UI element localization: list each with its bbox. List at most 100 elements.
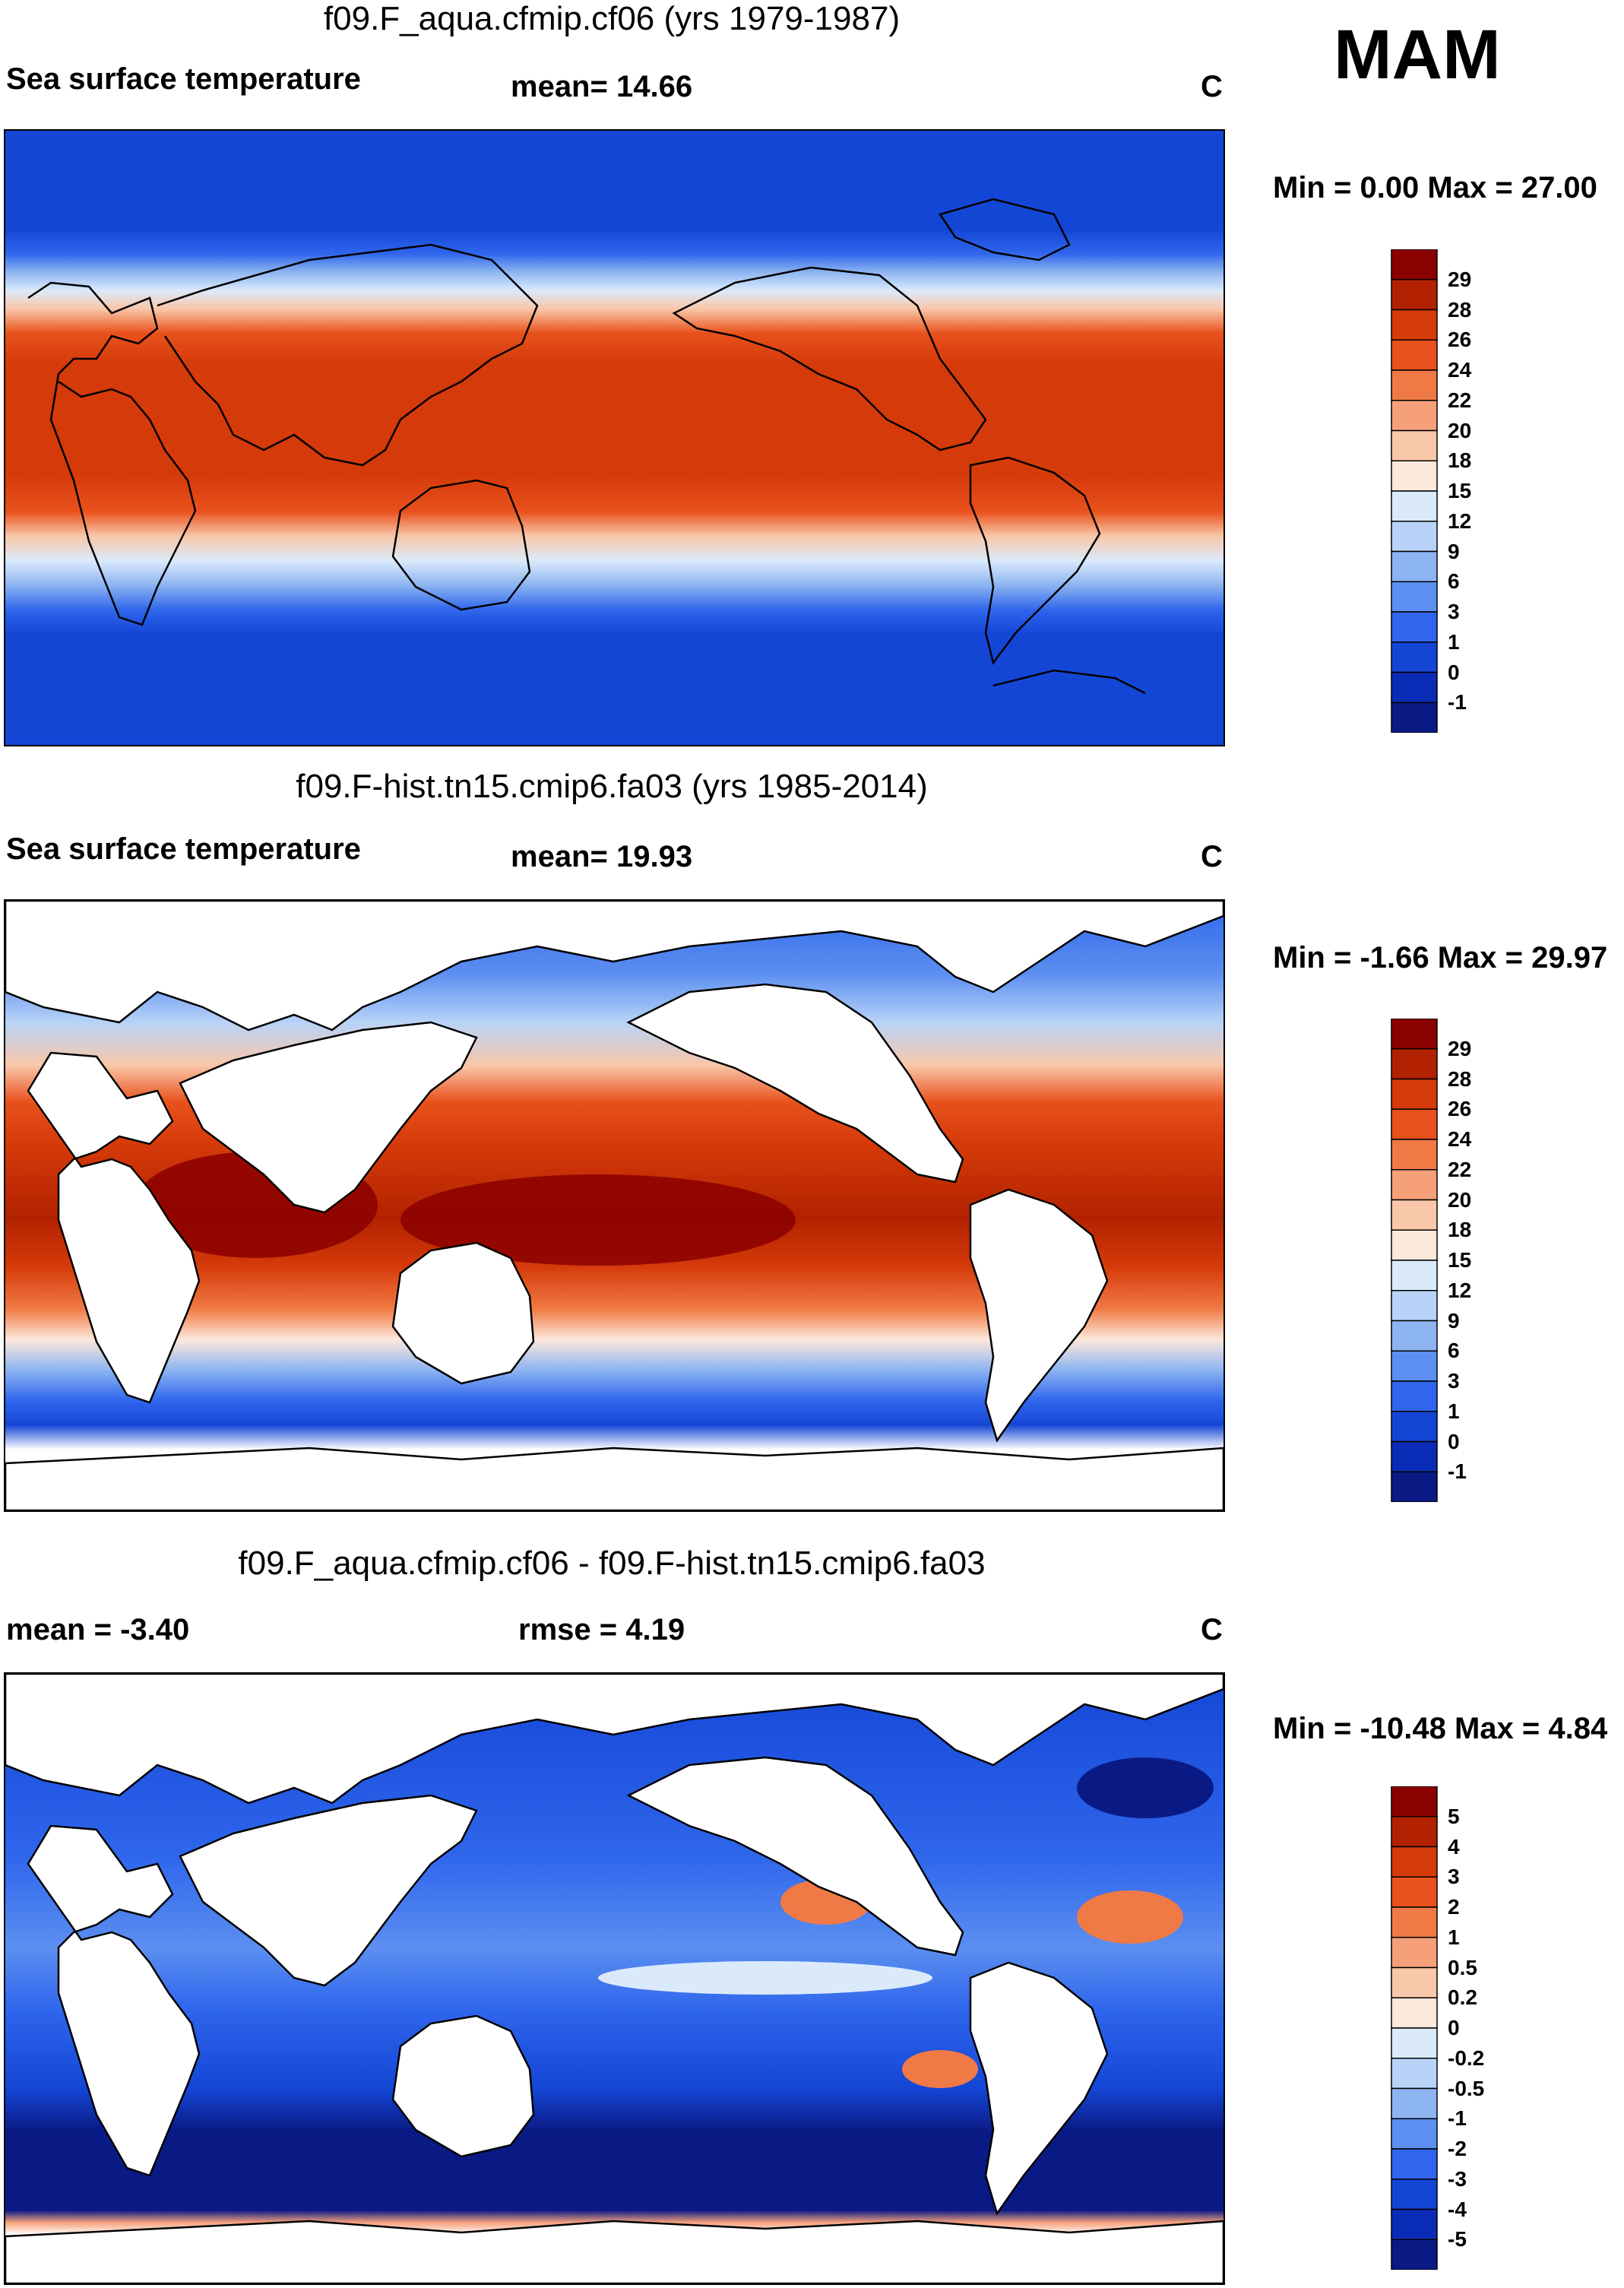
colorbar-swatch bbox=[1391, 1139, 1438, 1171]
colorbar-swatch bbox=[1391, 2208, 1438, 2240]
colorbar-swatch bbox=[1391, 1906, 1438, 1938]
colorbar-tick-label: 1 bbox=[1448, 629, 1460, 654]
colorbar-swatch bbox=[1391, 1048, 1438, 1080]
colorbar-tick-label: -2 bbox=[1448, 2137, 1467, 2160]
land-masses bbox=[5, 901, 1224, 1510]
colorbar-swatch bbox=[1391, 1350, 1438, 1382]
colorbar-tick-label: 26 bbox=[1448, 1097, 1472, 1121]
panel-1-map bbox=[4, 129, 1225, 746]
colorbar-swatch bbox=[1391, 2058, 1438, 2090]
colorbar-swatch bbox=[1391, 1997, 1438, 2029]
colorbar-tick-label: 20 bbox=[1448, 418, 1472, 442]
panel-1-minmax: Min = 0.00 Max = 27.00 bbox=[1273, 171, 1597, 204]
colorbar-swatch bbox=[1391, 2239, 1438, 2271]
colorbar-swatch bbox=[1391, 2179, 1438, 2210]
colorbar-tick-label: 12 bbox=[1448, 509, 1472, 533]
colorbar-tick-label: 12 bbox=[1448, 1278, 1472, 1302]
panel-3-rmse: rmse = 4.19 bbox=[518, 1613, 685, 1646]
colorbar-swatch bbox=[1391, 521, 1438, 553]
colorbar-swatch bbox=[1391, 490, 1438, 522]
colorbar-tick-label: 0 bbox=[1448, 2016, 1460, 2039]
colorbar-swatch bbox=[1391, 702, 1438, 734]
colorbar-tick-label: 15 bbox=[1448, 479, 1472, 502]
colorbar-swatch bbox=[1391, 339, 1438, 371]
colorbar-swatch bbox=[1391, 429, 1438, 461]
sst-historical-map bbox=[5, 901, 1224, 1510]
colorbar-tick-label: 0.5 bbox=[1448, 1955, 1477, 1979]
colorbar-tick-label: 18 bbox=[1448, 448, 1472, 473]
colorbar-swatch bbox=[1391, 1320, 1438, 1352]
colorbar-tick-label: 28 bbox=[1448, 297, 1472, 322]
panel-2-variable: Sea surface temperature bbox=[6, 832, 361, 866]
colorbar-tick-label: 22 bbox=[1448, 388, 1472, 412]
colorbar-tick-label: 3 bbox=[1448, 1865, 1460, 1889]
colorbar-tick-label: 9 bbox=[1448, 1308, 1460, 1333]
colorbar-tick-label: 24 bbox=[1448, 1127, 1472, 1151]
colorbar-swatch bbox=[1391, 1018, 1438, 1050]
colorbar-swatch bbox=[1391, 1078, 1438, 1110]
colorbar-tick-label: 29 bbox=[1448, 267, 1472, 291]
panel-2-units: C bbox=[1201, 840, 1223, 873]
colorbar-tick-label: 0 bbox=[1448, 1429, 1460, 1453]
panel-3-map bbox=[4, 1672, 1225, 2285]
colorbar-swatch bbox=[1391, 460, 1438, 492]
colorbar-tick-label: 6 bbox=[1448, 1339, 1460, 1363]
panel-3-minmax: Min = -10.48 Max = 4.84 bbox=[1273, 1712, 1608, 1745]
colorbar-tick-label: -1 bbox=[1448, 690, 1467, 715]
colorbar-swatch bbox=[1391, 1229, 1438, 1261]
colorbar-swatch bbox=[1391, 1876, 1438, 1908]
panel-1-units: C bbox=[1201, 70, 1223, 103]
colorbar-swatch bbox=[1391, 369, 1438, 401]
colorbar-tick-label: -0.5 bbox=[1448, 2076, 1485, 2100]
colorbar-tick-label: 4 bbox=[1448, 1834, 1460, 1859]
colorbar-tick-label: 28 bbox=[1448, 1066, 1472, 1091]
colorbar-swatch bbox=[1391, 611, 1438, 643]
colorbar-tick-label: 5 bbox=[1448, 1804, 1460, 1828]
colorbar-tick-label: 0.2 bbox=[1448, 1985, 1477, 2010]
colorbar-swatch bbox=[1391, 1966, 1438, 1998]
panel-3-units: C bbox=[1201, 1613, 1223, 1646]
colorbar-swatch bbox=[1391, 1169, 1438, 1201]
sst-difference-map bbox=[5, 1674, 1224, 2283]
colorbar-tick-label: -0.2 bbox=[1448, 2046, 1485, 2070]
colorbar-swatch bbox=[1391, 1290, 1438, 1322]
colorbar-tick-label: 1 bbox=[1448, 1925, 1460, 1949]
colorbar-tick-label: 29 bbox=[1448, 1036, 1472, 1060]
panel-2-map bbox=[4, 899, 1225, 1512]
colorbar-tick-label: 18 bbox=[1448, 1218, 1472, 1242]
colorbar-tick-label: 15 bbox=[1448, 1248, 1472, 1272]
sst-aquaplanet-map bbox=[5, 131, 1224, 745]
colorbar-tick-label: 22 bbox=[1448, 1157, 1472, 1181]
colorbar-swatch bbox=[1391, 309, 1438, 341]
colorbar-swatch bbox=[1391, 581, 1438, 613]
colorbar-swatch bbox=[1391, 2087, 1438, 2119]
colorbar-tick-label: 3 bbox=[1448, 600, 1460, 623]
colorbar-tick-label: -1 bbox=[1448, 1459, 1467, 1484]
colorbar-swatch bbox=[1391, 1816, 1438, 1848]
panel-3-colorbar bbox=[1391, 1786, 1438, 2271]
colorbar-tick-label: 20 bbox=[1448, 1187, 1472, 1212]
colorbar-swatch bbox=[1391, 1471, 1438, 1503]
colorbar-tick-label: 3 bbox=[1448, 1369, 1460, 1393]
colorbar-swatch bbox=[1391, 249, 1438, 280]
colorbar-swatch bbox=[1391, 1440, 1438, 1472]
colorbar-swatch bbox=[1391, 279, 1438, 311]
land-masses bbox=[5, 1674, 1224, 2283]
colorbar-3-swatches bbox=[1391, 1786, 1438, 2271]
colorbar-swatch bbox=[1391, 642, 1438, 673]
colorbar-1-swatches bbox=[1391, 249, 1438, 734]
colorbar-tick-label: -4 bbox=[1448, 2197, 1467, 2221]
colorbar-swatch bbox=[1391, 1846, 1438, 1878]
colorbar-swatch bbox=[1391, 400, 1438, 432]
colorbar-tick-label: 9 bbox=[1448, 539, 1460, 563]
panel-1-mean: mean= 14.66 bbox=[511, 70, 693, 103]
colorbar-swatch bbox=[1391, 2027, 1438, 2059]
colorbar-swatch bbox=[1391, 1937, 1438, 1969]
colorbar-swatch bbox=[1391, 1108, 1438, 1140]
colorbar-swatch bbox=[1391, 1380, 1438, 1412]
colorbar-tick-label: 26 bbox=[1448, 328, 1472, 352]
panel-2-mean: mean= 19.93 bbox=[511, 840, 693, 873]
coastlines bbox=[27, 198, 1146, 695]
panel-3-title: f09.F_aqua.cfmip.cf06 - f09.F-hist.tn15.… bbox=[238, 1545, 986, 1582]
colorbar-swatch bbox=[1391, 2118, 1438, 2150]
